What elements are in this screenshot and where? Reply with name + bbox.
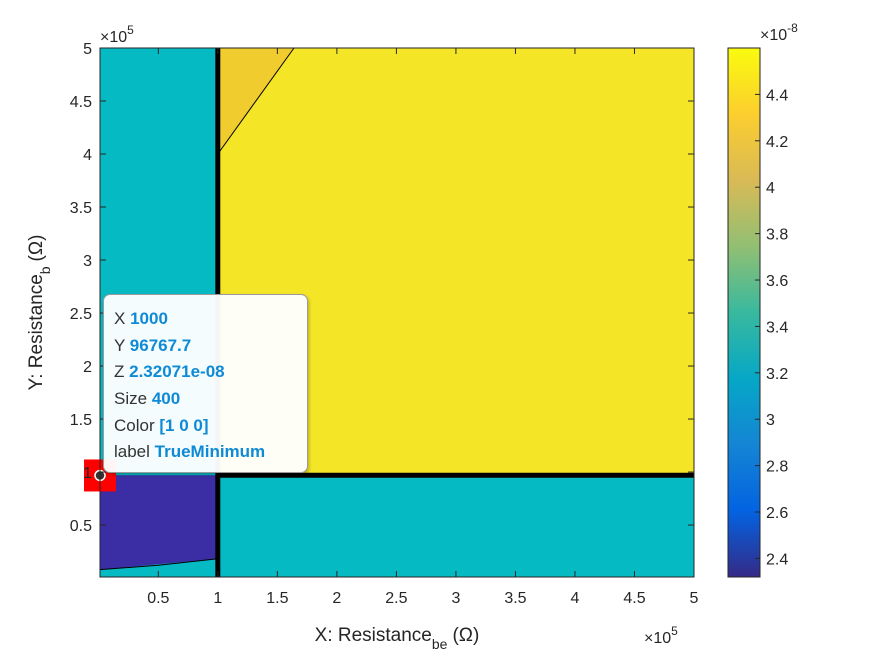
y-tick-label: 3 <box>83 253 92 270</box>
datatip[interactable]: X 1000 Y 96767.7 Z 2.32071e-08 Size 400 Colo… <box>103 294 308 473</box>
datatip-key: X <box>114 309 126 328</box>
datatip-value: 2.32071e-08 <box>129 362 225 382</box>
colorbar-tick-label: 2.6 <box>766 505 788 522</box>
y-exponent-power: 5 <box>127 23 134 37</box>
datatip-key: Color <box>114 415 155 435</box>
y-tick-label: 5 <box>83 41 92 58</box>
datatip-row-label: label TrueMinimum <box>114 439 307 466</box>
datatip-row-size: Size 400 <box>114 386 307 413</box>
datatip-value: 400 <box>151 389 181 409</box>
y-tick-label: 2 <box>83 359 92 376</box>
datatip-key: label <box>114 442 150 462</box>
y-exponent-base: ×10 <box>100 29 127 46</box>
y-tick-label: 0.5 <box>70 518 92 535</box>
y-tick-label: 4 <box>83 147 92 164</box>
line-min-curve <box>99 558 216 571</box>
y-tick-label: 1 <box>83 465 92 482</box>
line-diagonal-boundary <box>217 47 295 155</box>
colorbar-tick-label: 3.8 <box>766 227 788 244</box>
colorbar-tick-label: 3.4 <box>766 319 788 336</box>
x-tick-label: 4.5 <box>623 590 645 607</box>
colorbar-exponent: ×10-8 <box>760 21 798 44</box>
colorbar-tick-label: 4 <box>766 180 775 197</box>
x-tick-label: 2 <box>332 590 341 607</box>
colorbar: 2.4 2.6 2.8 3 3.2 3.4 3.6 3.8 4 4.2 4.4 <box>727 47 788 578</box>
colorbar-bar <box>727 47 761 578</box>
datatip-row-color: Color [1 0 0] <box>114 413 307 440</box>
x-tick-label: 4 <box>571 590 580 607</box>
colorbar-tick-label: 3.2 <box>766 366 788 383</box>
x-tick-label: 3.5 <box>504 590 526 607</box>
x-tick-label: 1.5 <box>266 590 288 607</box>
datatip-key: Z <box>114 362 125 382</box>
region-min-region <box>100 475 216 570</box>
y-tick-label: 3.5 <box>70 200 92 217</box>
y-tick-label: 1.5 <box>70 412 92 429</box>
x-tick-label: 2.5 <box>385 590 407 607</box>
datatip-row-y: Y 96767.7 <box>114 333 307 360</box>
colorbar-tick-label: 4.4 <box>766 87 788 104</box>
y-tick-label: 4.5 <box>70 94 92 111</box>
datatip-row-z: Z 2.32071e-08 <box>114 359 307 386</box>
datatip-value: 96767.7 <box>129 335 192 355</box>
y-axis-exponent: ×105 <box>100 23 134 46</box>
c-exponent-base: ×10 <box>760 27 787 44</box>
axes: 0.5 1 1.5 2 2.5 3 3.5 4 4.5 5 0.5 1 1.5 2 2.5 3 3.5 4 4.5 5 <box>70 41 699 607</box>
x-exponent-base: ×10 <box>644 630 671 647</box>
datatip-row-x: X 1000 <box>114 306 307 333</box>
y-axis-label-sub: b <box>37 266 53 274</box>
x-axis-label: X: Resistancebe (Ω) <box>315 625 480 652</box>
datatip-key: Size <box>114 389 148 409</box>
y-axis-label-main: Y: Resistance <box>26 274 47 390</box>
datatip-value: TrueMinimum <box>154 442 266 462</box>
y-axis-label: Y: Resistanceb (Ω) <box>26 235 53 391</box>
colorbar-tick-label: 3.6 <box>766 273 788 290</box>
colorbar-tick-label: 2.4 <box>766 551 788 568</box>
x-exponent-power: 5 <box>671 624 678 638</box>
axes-box <box>99 47 695 578</box>
x-axis-exponent: ×105 <box>644 624 678 647</box>
x-axis-label-unit: (Ω) <box>452 625 479 646</box>
region-upper-right <box>217 48 695 476</box>
x-tick-label: 0.5 <box>147 590 169 607</box>
datatip-value: 1000 <box>130 309 168 328</box>
y-tick-label: 2.5 <box>70 306 92 323</box>
x-axis-label-sub: be <box>432 636 448 652</box>
datatip-value: [1 0 0] <box>159 415 209 435</box>
colorbar-tick-label: 2.8 <box>766 459 788 476</box>
x-axis-label-main: X: Resistance <box>315 625 432 646</box>
y-axis-label-unit: (Ω) <box>26 235 47 262</box>
colorbar-tick-label: 3 <box>766 412 775 429</box>
x-tick-label: 1 <box>213 590 222 607</box>
x-tick-label: 3 <box>451 590 460 607</box>
axis-labels: X: Resistancebe (Ω) Y: Resistanceb(Ω) ×10… <box>26 21 798 652</box>
region-bottom-right <box>217 475 695 577</box>
colorbar-tick-label: 4.2 <box>766 134 788 151</box>
x-tick-label: 5 <box>690 590 699 607</box>
c-exponent-power: -8 <box>787 21 798 35</box>
datatip-key: Y <box>114 335 126 355</box>
